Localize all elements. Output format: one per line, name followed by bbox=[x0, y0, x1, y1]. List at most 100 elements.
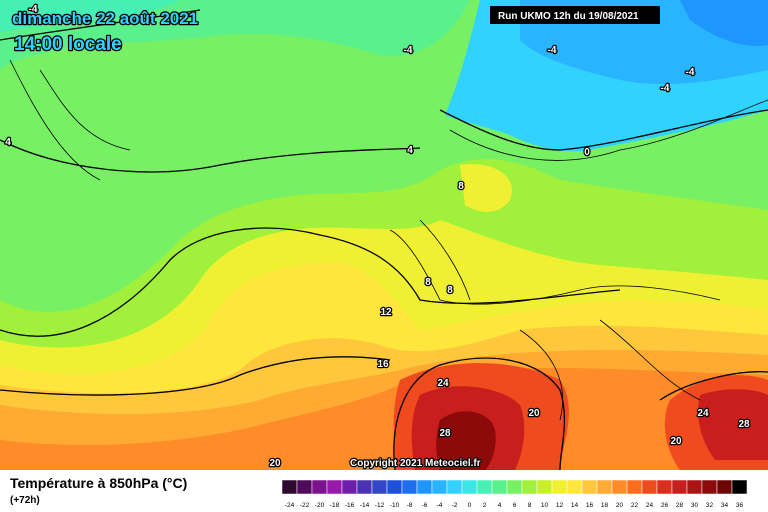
contour-label: -4 bbox=[404, 45, 413, 56]
contour-label: 8 bbox=[447, 285, 453, 296]
temp-zone bbox=[0, 0, 470, 70]
colorbar-label: -24 bbox=[285, 502, 295, 509]
colorbar-label: -14 bbox=[360, 502, 370, 509]
colorbar-label: -10 bbox=[390, 502, 400, 509]
colorbar-swatch bbox=[671, 479, 688, 495]
colorbar-label: 26 bbox=[661, 502, 669, 509]
map-time: 14:00 locale bbox=[14, 34, 122, 55]
colorbar-swatch bbox=[581, 479, 598, 495]
colorbar-label: 32 bbox=[706, 502, 714, 509]
colorbar-label: 18 bbox=[601, 502, 609, 509]
contour-label: -4 bbox=[29, 4, 38, 15]
contour-label: 24 bbox=[437, 378, 449, 389]
colorbar-swatch bbox=[476, 479, 493, 495]
contour-label: 8 bbox=[458, 181, 464, 192]
colorbar-swatch bbox=[731, 479, 748, 495]
colorbar-swatch bbox=[461, 479, 478, 495]
colorbar-label: 10 bbox=[541, 502, 549, 509]
contour-label: 4 bbox=[5, 137, 11, 148]
colorbar-swatch bbox=[491, 479, 508, 495]
temp-zone bbox=[0, 368, 768, 470]
temp-zone bbox=[460, 164, 512, 212]
coastline bbox=[9, 59, 768, 421]
colorbar-label: -22 bbox=[300, 502, 310, 509]
forecast-lead: (+72h) bbox=[10, 495, 40, 506]
contour-label: -4 bbox=[686, 67, 695, 78]
colorbar-swatch bbox=[341, 479, 358, 495]
colorbar-label: -12 bbox=[375, 502, 385, 509]
colorbar-swatch bbox=[521, 479, 538, 495]
colorbar-swatch bbox=[281, 479, 298, 495]
colorbar-label: 36 bbox=[736, 502, 744, 509]
contour-labels: -4 -4 -4 -4 -4 4 4 0 8 8 8 12 16 20 20 20 24 24 28 28 bbox=[4, 3, 751, 471]
colorbar-swatch bbox=[506, 479, 523, 495]
contour-label: 8 bbox=[425, 277, 431, 288]
contour-label: 20 bbox=[269, 458, 281, 469]
colorbar-label: -20 bbox=[315, 502, 325, 509]
contour-label: 0 bbox=[584, 147, 590, 158]
colorbar-swatch bbox=[641, 479, 658, 495]
contour-label: 20 bbox=[528, 408, 540, 419]
contour-label: 28 bbox=[738, 419, 750, 430]
colorbar-label: 28 bbox=[676, 502, 684, 509]
colorbar-label: -6 bbox=[422, 502, 428, 509]
colorbar-swatch bbox=[551, 479, 568, 495]
colorbar-swatch bbox=[311, 479, 328, 495]
colorbar-swatch bbox=[596, 479, 613, 495]
colorbar-label: 16 bbox=[586, 502, 594, 509]
colorbar-swatch bbox=[326, 479, 343, 495]
colorbar-swatch bbox=[416, 479, 433, 495]
colorbar-label: -16 bbox=[345, 502, 355, 509]
colorbar-swatch bbox=[401, 479, 418, 495]
contour-label: 16 bbox=[377, 359, 389, 370]
colorbar-label: 30 bbox=[691, 502, 699, 509]
contour-label: 24 bbox=[697, 408, 709, 419]
temp-zone bbox=[680, 0, 768, 46]
temp-zone bbox=[698, 389, 768, 460]
run-box bbox=[490, 6, 660, 24]
colorbar-swatch bbox=[296, 479, 313, 495]
colorbar-swatch bbox=[566, 479, 583, 495]
colorbar-swatch bbox=[686, 479, 703, 495]
colorbar-swatch bbox=[356, 479, 373, 495]
colorbar-label: 0 bbox=[468, 502, 472, 509]
colorbar-label: 34 bbox=[721, 502, 729, 509]
contour-label: 12 bbox=[380, 307, 392, 318]
colorbar-swatch bbox=[431, 479, 448, 495]
colorbar-swatch bbox=[656, 479, 673, 495]
colorbar-label: -2 bbox=[452, 502, 458, 509]
colorbar-swatch bbox=[536, 479, 553, 495]
colorbar-label: -18 bbox=[330, 502, 340, 509]
colorbar-swatch bbox=[386, 479, 403, 495]
contour-label: 28 bbox=[439, 428, 451, 439]
colorbar: -24 -22 -20 -18 -16 -14 -12 -10 -8 -6 -4 -2 0 2 4 6 8 10 1… bbox=[281, 479, 748, 509]
colorbar-label: 20 bbox=[616, 502, 624, 509]
colorbar-label: -4 bbox=[437, 502, 443, 509]
legend-title: Température à 850hPa (°C) bbox=[10, 475, 187, 491]
temp-zone bbox=[0, 0, 180, 32]
colorbar-label: 14 bbox=[571, 502, 579, 509]
colorbar-swatch bbox=[626, 479, 643, 495]
colorbar-label: 8 bbox=[528, 502, 532, 509]
run-info: Run UKMO 12h du 19/08/2021 bbox=[498, 11, 639, 22]
colorbar-swatch bbox=[611, 479, 628, 495]
contour-label: 20 bbox=[670, 436, 682, 447]
colorbar-swatch bbox=[446, 479, 463, 495]
colorbar-label: 22 bbox=[631, 502, 639, 509]
colorbar-swatch bbox=[701, 479, 718, 495]
colorbar-label: 4 bbox=[498, 502, 502, 509]
colorbar-label: -8 bbox=[407, 502, 413, 509]
colorbar-label: 6 bbox=[513, 502, 517, 509]
contour-label: 4 bbox=[407, 145, 413, 156]
copyright: Copyright 2021 Meteociel.fr bbox=[350, 458, 481, 469]
colorbar-label: 12 bbox=[556, 502, 564, 509]
temp-zone bbox=[436, 411, 496, 470]
isotherm bbox=[0, 9, 768, 471]
colorbar-label: 2 bbox=[483, 502, 487, 509]
contour-label: -4 bbox=[548, 45, 557, 56]
colorbar-label: 24 bbox=[646, 502, 654, 509]
colorbar-swatch bbox=[716, 479, 733, 495]
colorbar-swatch bbox=[371, 479, 388, 495]
